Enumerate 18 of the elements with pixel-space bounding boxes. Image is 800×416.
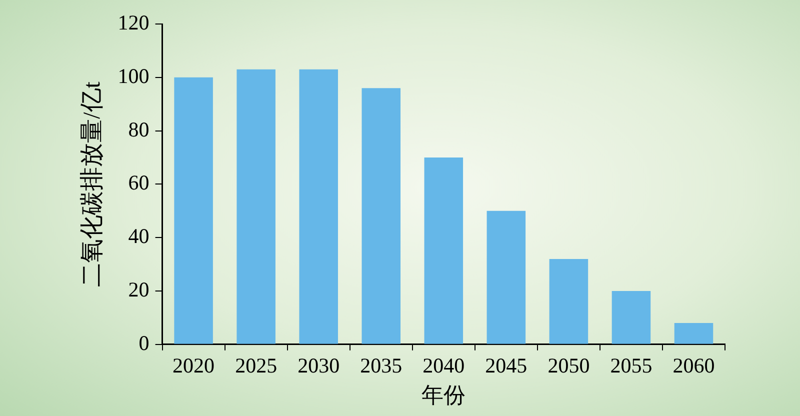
x-tick-label: 2045 (485, 354, 528, 378)
x-tick-label: 2040 (422, 354, 465, 378)
y-tick-label: 80 (128, 117, 150, 142)
x-tick-label: 2060 (672, 354, 715, 378)
x-axis-title: 年份 (422, 382, 466, 408)
y-tick-label: 0 (138, 330, 150, 355)
y-tick-label: 120 (118, 10, 150, 35)
y-tick-label: 40 (128, 224, 150, 248)
y-tick-label: 100 (118, 64, 150, 88)
x-tick-label: 2050 (548, 354, 590, 378)
y-tick-label: 20 (128, 278, 150, 302)
y-tick-label: 60 (128, 170, 150, 195)
x-tick-label: 2055 (610, 354, 652, 378)
x-tick-label: 2020 (172, 354, 215, 378)
x-tick-label: 2035 (360, 354, 402, 378)
x-tick-label: 2025 (235, 354, 278, 378)
y-axis-title: 二氧化碳排放量/亿t (80, 81, 106, 287)
x-tick-label: 2030 (298, 354, 340, 378)
